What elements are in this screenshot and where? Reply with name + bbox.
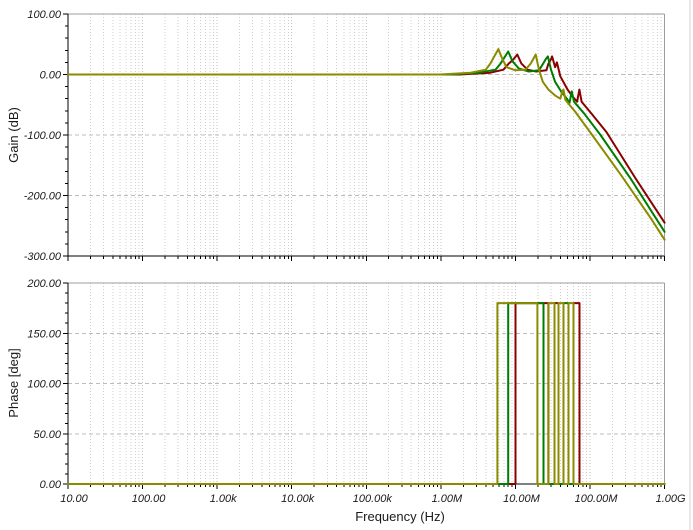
y-tick-label: 50.00 — [33, 429, 61, 441]
x-tick-label: 1.00G — [656, 493, 686, 505]
y-tick-label: 200.00 — [26, 278, 62, 290]
y-tick-label: -200.00 — [24, 191, 62, 203]
phase-curve-olive — [67, 302, 666, 485]
gain-axis-title: Gain (dB) — [6, 107, 21, 163]
gain-plot: 100.00 0.00 -100.00 -200.00 -300.00 — [24, 9, 666, 263]
y-tick-label: 100.00 — [27, 9, 62, 21]
y-tick-label: 150.00 — [27, 328, 62, 340]
x-tick-label: 10.00M — [503, 493, 541, 505]
frequency-axis-title: Frequency (Hz) — [355, 509, 445, 524]
x-tick-label: 100.00k — [353, 493, 393, 505]
gain-curve-green — [67, 50, 666, 233]
x-tick-label: 10.00k — [281, 493, 315, 505]
phase-plot: 200.00 150.00 100.00 50.00 0.00 10.00 100.00 1.… — [26, 278, 686, 505]
y-tick-label: -300.00 — [24, 251, 62, 263]
x-tick-label: 1.00M — [432, 493, 463, 505]
y-tick-label: -100.00 — [24, 130, 62, 142]
phase-curve-green — [67, 302, 666, 485]
x-tick-label: 1.00k — [210, 493, 237, 505]
phase-curve-dark-red — [67, 302, 666, 485]
gain-curve-dark-red — [67, 53, 666, 224]
x-tick-label: 10.00 — [60, 493, 88, 505]
phase-axis-title: Phase [deg] — [6, 348, 21, 417]
y-tick-label: 0.00 — [40, 479, 62, 491]
gain-curve-olive — [67, 48, 666, 241]
y-tick-label: 100.00 — [27, 379, 62, 391]
x-tick-label: 100.00M — [575, 493, 619, 505]
y-tick-label: 0.00 — [40, 70, 62, 82]
x-tick-label: 100.00 — [132, 493, 167, 505]
